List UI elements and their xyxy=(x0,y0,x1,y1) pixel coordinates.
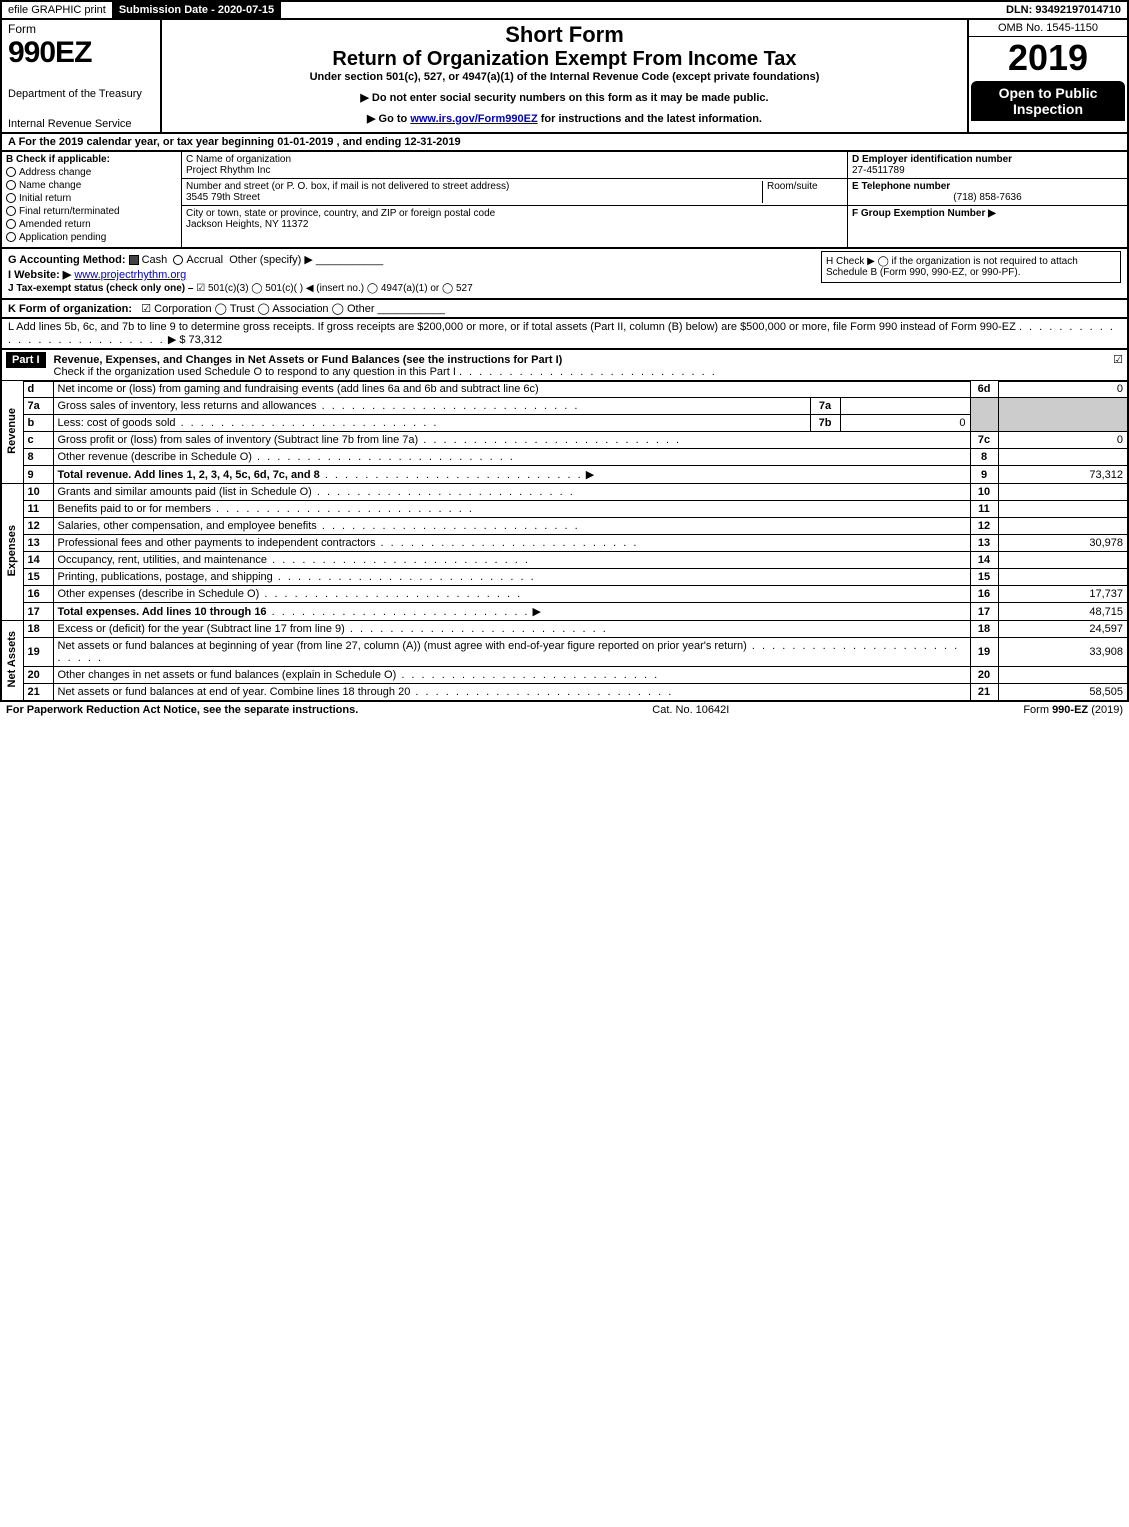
ssn-warning: ▶ Do not enter social security numbers o… xyxy=(170,91,959,104)
form-subtitle: Under section 501(c), 527, or 4947(a)(1)… xyxy=(170,71,959,83)
omb-number: OMB No. 1545-1150 xyxy=(969,20,1127,37)
check-cash[interactable] xyxy=(129,255,139,265)
org-name: Project Rhythm Inc xyxy=(186,165,270,176)
form-number: 990EZ xyxy=(8,36,154,70)
check-name-change[interactable]: Name change xyxy=(6,180,177,191)
street-label: Number and street (or P. O. box, if mail… xyxy=(186,181,509,192)
section-l: L Add lines 5b, 6c, and 7b to line 9 to … xyxy=(0,319,1129,350)
open-to-public: Open to Public Inspection xyxy=(971,81,1125,121)
tax-year: 2019 xyxy=(969,37,1127,79)
section-d-e-f: D Employer identification number 27-4511… xyxy=(847,152,1127,247)
irs-link[interactable]: www.irs.gov/Form990EZ xyxy=(410,113,537,125)
side-netassets-label: Net Assets xyxy=(6,631,18,687)
section-j: J Tax-exempt status (check only one) – ☑… xyxy=(8,283,1121,294)
check-initial-return[interactable]: Initial return xyxy=(6,193,177,204)
check-address-change[interactable]: Address change xyxy=(6,167,177,178)
org-info-block: B Check if applicable: Address change Na… xyxy=(0,152,1129,249)
section-h: H Check ▶ ◯ if the organization is not r… xyxy=(821,251,1121,283)
form-header: Form 990EZ Department of the Treasury In… xyxy=(0,20,1129,134)
check-amended-return[interactable]: Amended return xyxy=(6,219,177,230)
short-form-title: Short Form xyxy=(170,22,959,48)
ein-value: 27-4511789 xyxy=(852,165,905,176)
phone-value: (718) 858-7636 xyxy=(852,192,1123,203)
tax-period: A For the 2019 calendar year, or tax yea… xyxy=(0,134,1129,152)
submission-date: Submission Date - 2020-07-15 xyxy=(113,2,281,18)
check-application-pending[interactable]: Application pending xyxy=(6,232,177,243)
room-label: Room/suite xyxy=(763,181,843,203)
group-exemption-label: F Group Exemption Number ▶ xyxy=(852,208,996,219)
phone-label: E Telephone number xyxy=(852,181,950,192)
department-label: Department of the Treasury xyxy=(8,88,154,100)
section-ghijkl: H Check ▶ ◯ if the organization is not r… xyxy=(0,249,1129,300)
ein-label: D Employer identification number xyxy=(852,154,1012,165)
form-page-ref: Form 990-EZ (2019) xyxy=(1023,704,1123,716)
check-accrual[interactable] xyxy=(173,255,183,265)
top-bar: efile GRAPHIC print Submission Date - 20… xyxy=(0,0,1129,20)
catalog-number: Cat. No. 10642I xyxy=(652,704,729,716)
irs-label: Internal Revenue Service xyxy=(8,118,154,130)
instructions-link-line: ▶ Go to www.irs.gov/Form990EZ for instru… xyxy=(170,112,959,125)
part1-schedule-o-note: Check if the organization used Schedule … xyxy=(54,366,456,378)
section-k: K Form of organization: ☑ Corporation ◯ … xyxy=(0,300,1129,319)
gross-receipts: 73,312 xyxy=(189,334,223,346)
page-footer: For Paperwork Reduction Act Notice, see … xyxy=(0,702,1129,718)
dln: DLN: 93492197014710 xyxy=(1000,2,1127,18)
city-label: City or town, state or province, country… xyxy=(186,208,495,219)
efile-print-button[interactable]: efile GRAPHIC print xyxy=(2,2,113,18)
street-value: 3545 79th Street xyxy=(186,192,260,203)
form-title: Return of Organization Exempt From Incom… xyxy=(170,48,959,71)
side-expenses-label: Expenses xyxy=(6,525,18,576)
part1-header: Part I Revenue, Expenses, and Changes in… xyxy=(0,350,1129,382)
city-value: Jackson Heights, NY 11372 xyxy=(186,219,308,230)
part1-schedule-o-check[interactable]: ☑ xyxy=(1113,353,1123,366)
part1-badge: Part I xyxy=(6,352,46,368)
part1-title: Revenue, Expenses, and Changes in Net As… xyxy=(54,354,563,366)
financial-table-full: Revenue dNet income or (loss) from gamin… xyxy=(0,380,1129,702)
section-c: C Name of organization Project Rhythm In… xyxy=(182,152,847,247)
section-b: B Check if applicable: Address change Na… xyxy=(2,152,182,247)
check-final-return[interactable]: Final return/terminated xyxy=(6,206,177,217)
form-word: Form xyxy=(8,22,154,36)
side-revenue-label: Revenue xyxy=(6,408,18,454)
section-b-label: B Check if applicable: xyxy=(6,154,110,165)
paperwork-notice: For Paperwork Reduction Act Notice, see … xyxy=(6,704,358,716)
website-link[interactable]: www.projectrhythm.org xyxy=(74,269,186,281)
org-name-label: C Name of organization xyxy=(186,154,291,165)
